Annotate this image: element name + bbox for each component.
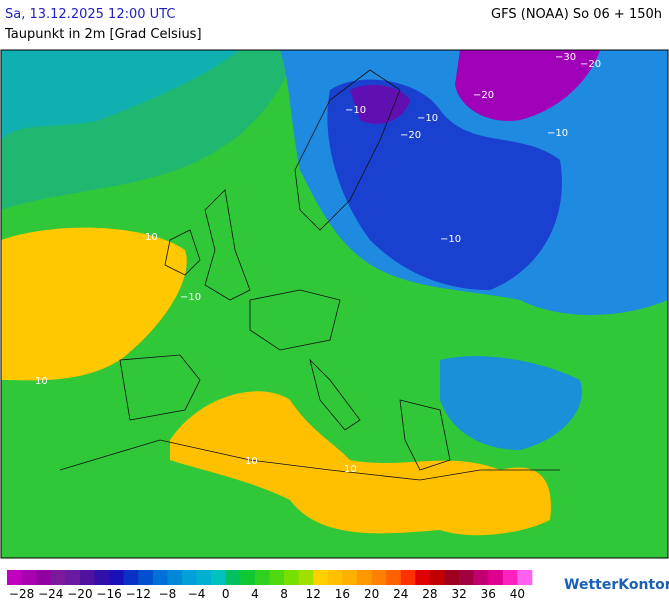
legend-swatch <box>50 570 66 585</box>
legend-swatch <box>109 570 124 585</box>
legend-swatch <box>357 570 372 585</box>
legend-swatch <box>152 570 168 585</box>
legend-swatch <box>79 570 95 585</box>
legend-swatch <box>298 570 314 585</box>
legend-swatch <box>65 570 81 585</box>
contour-label: 10 <box>344 464 357 475</box>
contour-label: 10 <box>35 376 48 387</box>
legend-label: 36 <box>481 587 496 600</box>
contour-label: 10 <box>145 232 158 243</box>
legend-label: 20 <box>364 587 379 600</box>
contour-label: −10 <box>180 292 201 303</box>
legend-swatch <box>138 570 154 585</box>
contour-label: −20 <box>473 90 494 101</box>
legend-swatch <box>429 570 445 585</box>
legend-label: 0 <box>222 587 230 600</box>
legend-swatch <box>313 570 329 585</box>
legend-swatch <box>415 570 431 585</box>
legend-label: 28 <box>422 587 437 600</box>
legend-label: 32 <box>451 587 466 600</box>
map: −30 −20 −20 −10 −10 −20 −10 −10 10 10 10 10 −10 <box>1 50 668 558</box>
contour-label: 10 <box>245 456 258 467</box>
contour-label: −30 <box>555 52 576 63</box>
legend-label: −8 <box>159 587 177 600</box>
legend-label: −20 <box>67 587 92 600</box>
contour-label: −10 <box>345 105 366 116</box>
contour-label: −20 <box>580 59 601 70</box>
legend-label: 16 <box>335 587 350 600</box>
legend-swatch <box>386 570 402 585</box>
legend-swatch <box>21 570 37 585</box>
legend-swatch <box>7 570 22 585</box>
date: Sa, 13.12.2025 12:00 UTC <box>5 7 175 22</box>
legend-swatch <box>502 570 518 585</box>
legend-label: −24 <box>38 587 63 600</box>
black-sea <box>440 356 582 450</box>
legend-swatch <box>327 570 343 585</box>
legend-swatch <box>167 570 183 585</box>
legend-swatch <box>254 570 270 585</box>
coastlines <box>59 69 560 481</box>
legend-swatch <box>211 570 227 585</box>
parameter: Taupunkt in 2m [Grad Celsius] <box>4 27 202 42</box>
legend-swatch <box>94 570 110 585</box>
legend-label: 4 <box>251 587 259 600</box>
legend-label: −28 <box>9 587 34 600</box>
legend-swatch <box>400 570 416 585</box>
legend-label: 12 <box>306 587 321 600</box>
legend-swatch <box>225 570 241 585</box>
legend-swatch <box>342 570 358 585</box>
brand: WetterKontor <box>564 577 669 593</box>
contour-label: −10 <box>440 234 461 245</box>
legend-swatch <box>488 570 504 585</box>
map-frame <box>0 49 669 559</box>
legend-label: 24 <box>393 587 408 600</box>
legend-swatch <box>196 570 212 585</box>
model: GFS (NOAA) So 06 + 150h <box>491 7 662 22</box>
legend-swatch <box>269 570 285 585</box>
legend-swatch <box>473 570 489 585</box>
legend-swatch <box>517 570 533 585</box>
legend-swatch <box>284 570 299 585</box>
legend-label: 8 <box>280 587 288 600</box>
legend-label: −12 <box>126 587 151 600</box>
legend-swatch <box>371 570 387 585</box>
very-cold-east <box>327 79 562 290</box>
contour-label: −20 <box>400 130 421 141</box>
legend-swatch <box>444 570 460 585</box>
legend-label: 40 <box>510 587 525 600</box>
legend-label: −4 <box>188 587 206 600</box>
warm-mediterranean <box>170 391 551 536</box>
color-legend: −28 −24 −20 −16 −12 −8 −4 0 4 8 12 16 20 24 28 32 36 40 <box>7 570 533 601</box>
legend-swatch <box>459 570 474 585</box>
legend-label: −16 <box>96 587 121 600</box>
warm-atlantic <box>1 227 187 381</box>
contour-label: −10 <box>417 113 438 124</box>
cold-atlantic <box>1 50 240 140</box>
legend-swatch <box>240 570 256 585</box>
extreme-cold <box>455 50 600 121</box>
legend-swatch <box>123 570 139 585</box>
cold-scandinavia <box>350 84 410 124</box>
legend-swatch <box>182 570 197 585</box>
contour-label: −10 <box>547 128 568 139</box>
legend-swatch <box>36 570 52 585</box>
